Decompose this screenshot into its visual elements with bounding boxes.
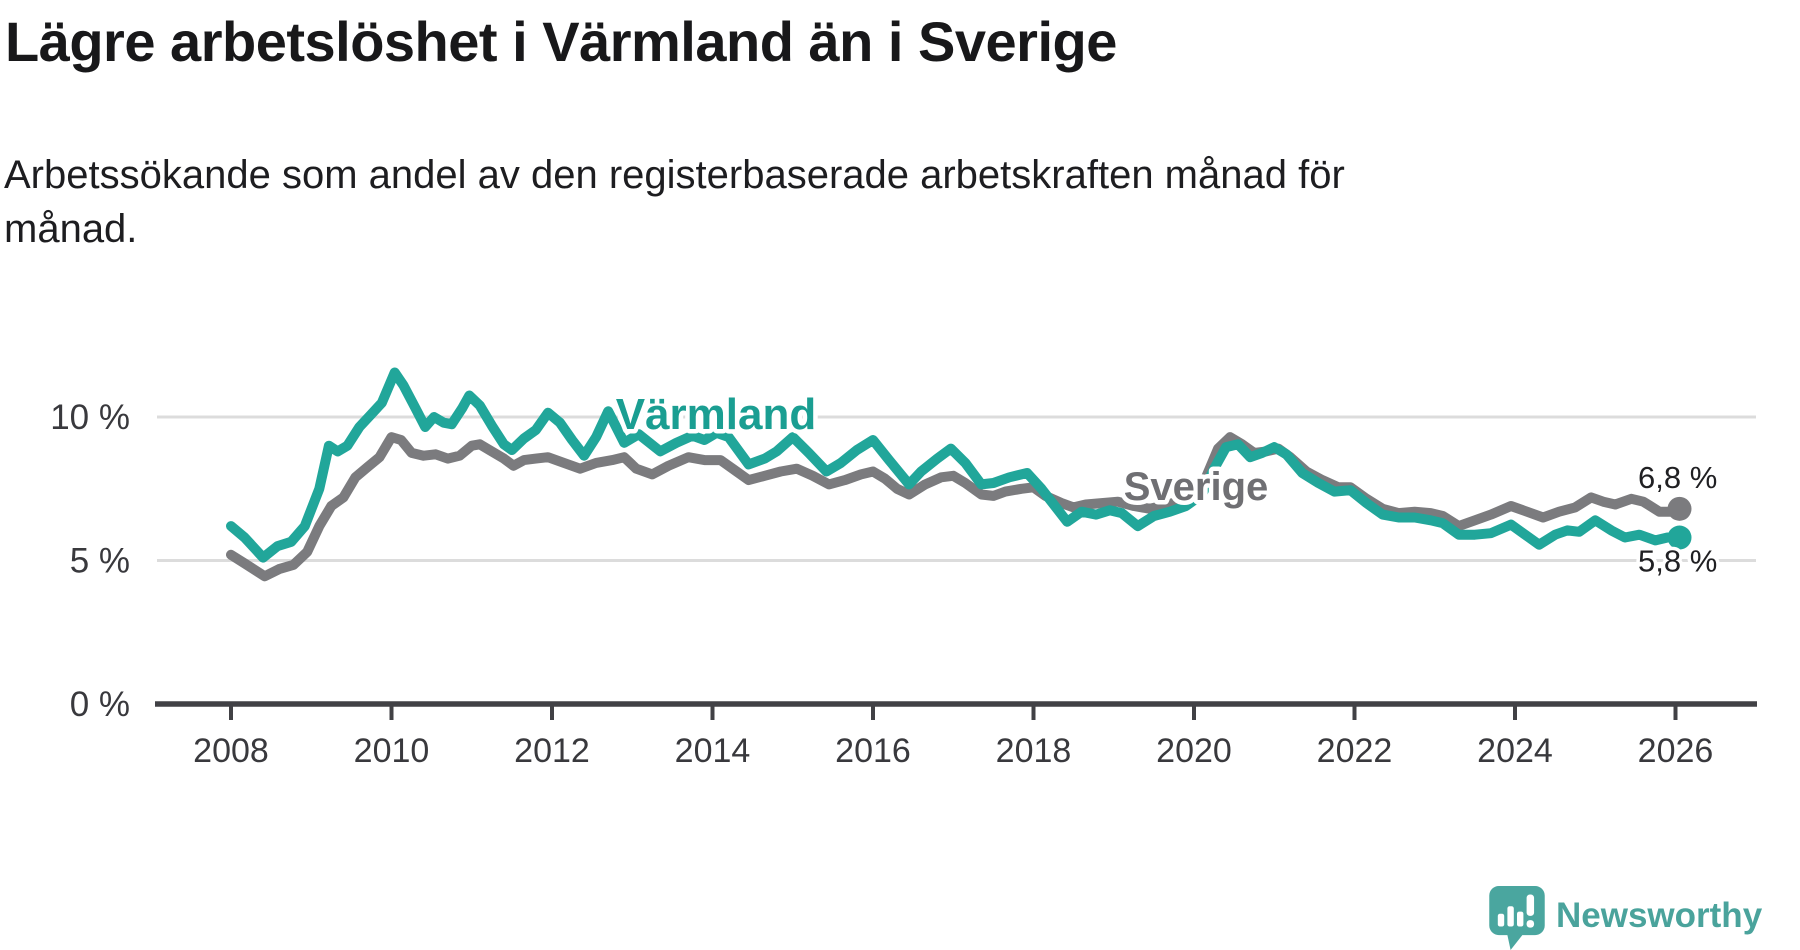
- chart-subtitle: Arbetssökande som andel av den registerb…: [4, 148, 1345, 256]
- series-lines: [226, 367, 1685, 582]
- x-tick-label-2022: 2022: [1317, 732, 1393, 770]
- y-tick-label-0-percent: 0 %: [70, 685, 130, 724]
- newsworthy-logo: Newsworthy: [1489, 886, 1762, 950]
- y-tick-label-10-percent: 10 %: [50, 398, 130, 437]
- subtitle-line-1: Arbetssökande som andel av den registerb…: [4, 153, 1345, 197]
- x-tick-labels: 2008 2010 2012 2014 2016 2018 2020 2022 2024 2026: [193, 732, 1713, 770]
- series-label-vrmland: Värmland: [616, 390, 817, 439]
- x-tick-label-2020: 2020: [1156, 732, 1232, 770]
- vrmland-line: [226, 367, 1685, 563]
- end-value-label-sverige: 6,8 %: [1638, 460, 1717, 495]
- y-tick-label-5-percent: 5 %: [70, 542, 130, 581]
- sverige-end-dot: [1667, 496, 1692, 521]
- subtitle-line-2: månad.: [4, 207, 138, 251]
- x-tick-label-2010: 2010: [354, 732, 430, 770]
- page-title: Lägre arbetslöshet i Värmland än i Sveri…: [5, 10, 1117, 73]
- series-and-end-labels: Sverige 6,8 % Värmland 5,8 %: [611, 386, 1721, 583]
- x-tick-label-2016: 2016: [835, 732, 911, 770]
- vrmland-end-dot: [1667, 525, 1692, 550]
- x-tick-label-2024: 2024: [1477, 732, 1553, 770]
- newsworthy-speech-bubble-chart-icon: [1489, 886, 1545, 950]
- y-tick-labels: 0 % 5 % 10 %: [50, 398, 130, 724]
- x-tick-label-2012: 2012: [514, 732, 590, 770]
- x-tick-label-2026: 2026: [1638, 732, 1714, 770]
- x-axis: [155, 701, 1757, 720]
- series-label-sverige: Sverige: [1124, 465, 1269, 509]
- x-tick-label-2014: 2014: [675, 732, 751, 770]
- logo-wordmark: Newsworthy: [1556, 896, 1763, 935]
- sverige-line: [226, 432, 1685, 582]
- x-tick-label-2018: 2018: [996, 732, 1072, 770]
- x-tick-label-2008: 2008: [193, 732, 269, 770]
- end-point-dots: [1667, 496, 1692, 550]
- end-value-label-vrmland: 5,8 %: [1638, 544, 1717, 579]
